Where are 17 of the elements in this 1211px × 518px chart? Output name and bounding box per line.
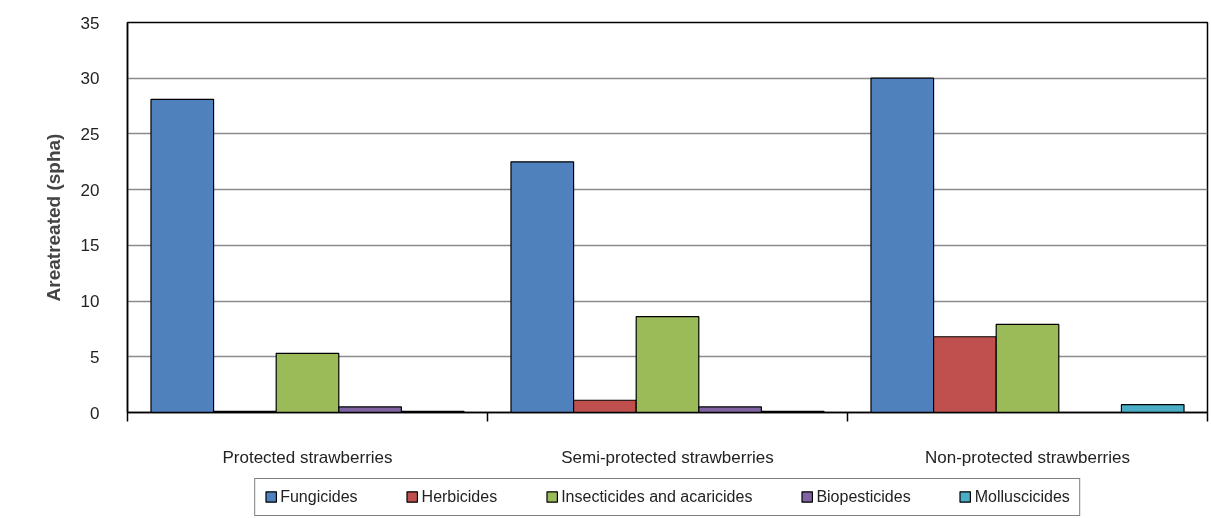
y-tick-label: 10 (80, 292, 100, 312)
y-tick-label: 15 (80, 236, 100, 256)
legend-label: Fungicides (280, 487, 358, 506)
x-tick-label: Non-protected strawberries (924, 447, 1131, 467)
legend-label: Herbicides (421, 487, 498, 506)
x-tick-label: Protected strawberries (222, 447, 393, 467)
y-tick-label: 30 (80, 69, 100, 89)
legend-label: Insecticides and acaricides (561, 487, 753, 506)
y-tick-label: 5 (90, 347, 100, 367)
y-tick-label: 20 (80, 180, 100, 200)
y-tick-label: 25 (80, 124, 100, 144)
legend-label: Biopesticides (816, 487, 911, 506)
y-tick-label: 35 (80, 13, 100, 33)
y-axis-title: Areatreated (spha) (42, 133, 64, 302)
y-tick-label: 0 (90, 403, 100, 423)
legend-label: Molluscicides (974, 487, 1070, 506)
x-tick-label: Semi-protected strawberries (561, 447, 774, 467)
